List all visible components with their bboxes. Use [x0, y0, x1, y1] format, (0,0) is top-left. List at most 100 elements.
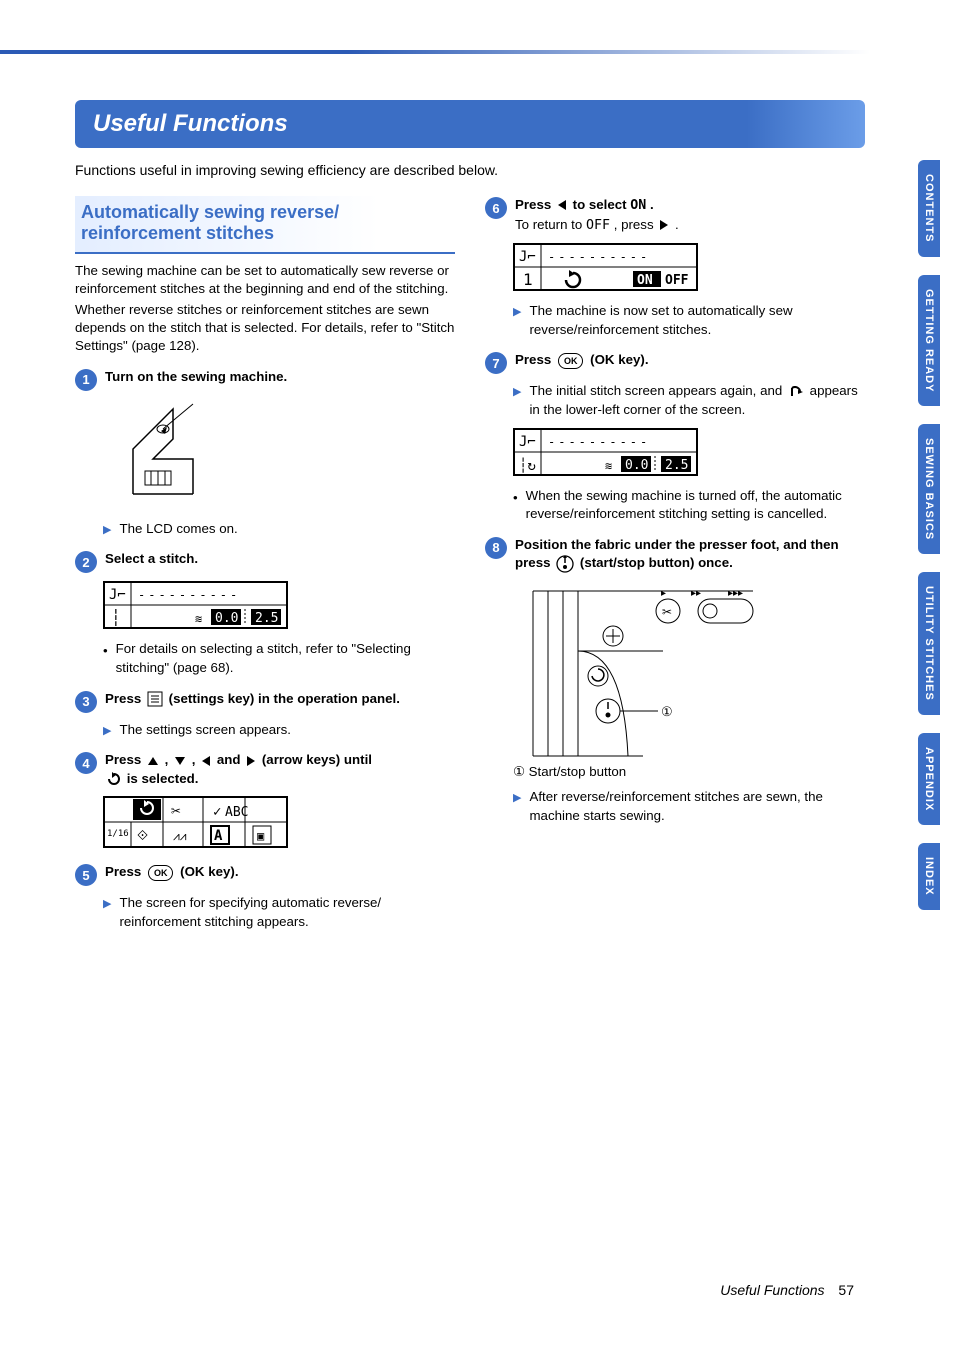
subsection-para1: The sewing machine can be set to automat… — [75, 262, 455, 299]
svg-text:2.5: 2.5 — [255, 611, 278, 626]
svg-text:┆↻: ┆↻ — [519, 457, 536, 474]
step-4-lcd: ✂ ✓ ABC 1/16 ⟐ ⩘⩘ A ▣ — [103, 796, 455, 851]
step-4-head: Press , , and (arrow keys) until is sele… — [105, 751, 455, 788]
step-7-post: (OK key). — [590, 352, 648, 367]
step-4: 4 Press , , and (arrow keys) until is se… — [75, 751, 455, 788]
svg-text:----------: ---------- — [548, 250, 650, 264]
step-2-note-text: For details on selecting a stitch, refer… — [116, 640, 455, 677]
step-4-pre: Press — [105, 752, 145, 767]
arrow-down-icon — [174, 756, 186, 766]
svg-text:1: 1 — [523, 270, 533, 289]
svg-text:▣: ▣ — [257, 829, 264, 843]
step-6-lcd: J⌐ ---------- 1 ON OFF — [513, 243, 865, 294]
step-8-post: (start/stop button) once. — [580, 555, 733, 570]
svg-text:ABC: ABC — [225, 805, 248, 820]
step-6: 6 Press to select ON . To return to OFF … — [485, 196, 865, 235]
step-3-pre: Press — [105, 691, 145, 706]
svg-text:ON: ON — [637, 273, 653, 288]
step-3-result: ▶ The settings screen appears. — [103, 721, 455, 740]
step-8-result: ▶ After reverse/reinforcement stitches a… — [513, 788, 865, 825]
arrow-left-icon — [201, 755, 211, 767]
step-6-pre: Press — [515, 197, 555, 212]
step-6-sub-post: . — [675, 217, 679, 232]
arrow-right-icon — [246, 755, 256, 767]
step-3-post: (settings key) in the operation panel. — [169, 691, 400, 706]
triangle-icon: ▶ — [513, 385, 521, 419]
intro-text: Functions useful in improving sewing eff… — [75, 162, 865, 178]
subsection-body: The sewing machine can be set to automat… — [75, 262, 455, 356]
step-6-post: . — [650, 197, 654, 212]
step-number-7: 7 — [485, 352, 507, 374]
tab-index[interactable]: INDEX — [918, 843, 940, 910]
tab-sewing-basics[interactable]: SEWING BASICS — [918, 424, 940, 554]
svg-text:A: A — [214, 828, 223, 844]
settings-key-icon — [147, 691, 163, 707]
subsection-heading: Automatically sewing reverse/ reinforcem… — [75, 196, 455, 254]
callout-num: ① — [513, 764, 525, 779]
svg-text:┆: ┆ — [111, 608, 121, 627]
ok-key-icon: OK — [558, 353, 584, 370]
step-5-pre: Press — [105, 864, 145, 879]
step-7-head: Press OK (OK key). — [515, 351, 865, 370]
tab-appendix[interactable]: APPENDIX — [918, 733, 940, 825]
step-number-1: 1 — [75, 369, 97, 391]
tab-getting-ready[interactable]: GETTING READY — [918, 275, 940, 406]
svg-text:✂: ✂ — [171, 801, 181, 820]
subsection-line2: reinforcement stitches — [81, 223, 274, 243]
svg-text:①: ① — [661, 704, 673, 719]
step-8-result-text: After reverse/reinforcement stitches are… — [529, 788, 865, 825]
reverse-stitch-icon — [107, 772, 121, 786]
arrow-right-icon — [659, 219, 669, 231]
arrow-up-icon — [147, 756, 159, 766]
svg-text:✓: ✓ — [213, 804, 221, 820]
tab-contents[interactable]: CONTENTS — [918, 160, 940, 257]
left-column: Automatically sewing reverse/ reinforcem… — [75, 196, 455, 932]
columns: Automatically sewing reverse/ reinforcem… — [75, 196, 865, 932]
svg-text:J⌐: J⌐ — [519, 434, 536, 450]
step-7-result-text: The initial stitch screen appears again,… — [529, 382, 865, 419]
step-7-result-pre: The initial stitch screen appears again,… — [529, 383, 786, 398]
svg-text:J⌐: J⌐ — [109, 587, 126, 603]
step-number-4: 4 — [75, 752, 97, 774]
subsection-line1: Automatically sewing reverse/ — [81, 202, 339, 222]
svg-text:✂: ✂ — [662, 605, 672, 619]
triangle-icon: ▶ — [103, 897, 111, 931]
step-6-result-text: The machine is now set to automatically … — [529, 302, 865, 339]
off-label-inline: OFF — [586, 218, 610, 233]
step-number-6: 6 — [485, 197, 507, 219]
tab-utility-stitches[interactable]: UTILITY STITCHES — [918, 572, 940, 715]
step-5: 5 Press OK (OK key). — [75, 863, 455, 886]
step-4-end: is selected. — [127, 771, 199, 786]
step-3: 3 Press (settings key) in the operation … — [75, 690, 455, 713]
subsection-para2: Whether reverse stitches or reinforcemen… — [75, 301, 455, 356]
svg-text:⟐: ⟐ — [137, 828, 148, 844]
svg-text:OFF: OFF — [665, 273, 689, 288]
step-number-2: 2 — [75, 551, 97, 573]
step-number-8: 8 — [485, 537, 507, 559]
step-8-callout: ① Start/stop button — [513, 764, 865, 780]
callout-label: Start/stop button — [529, 764, 627, 779]
step-8: 8 Position the fabric under the presser … — [485, 536, 865, 573]
top-accent-bar — [0, 50, 870, 54]
svg-text:1/16: 1/16 — [107, 829, 129, 839]
step-7: 7 Press OK (OK key). — [485, 351, 865, 374]
step-2: 2 Select a stitch. — [75, 550, 455, 573]
svg-text:≋: ≋ — [605, 459, 612, 473]
triangle-icon: ▶ — [513, 305, 521, 339]
on-label-inline: ON — [630, 198, 646, 213]
svg-text:▸▸▸: ▸▸▸ — [728, 588, 743, 599]
page-content: Useful Functions Functions useful in imp… — [75, 100, 865, 932]
page-footer: Useful Functions 57 — [0, 1282, 954, 1298]
step-7-lcd: J⌐ ---------- ┆↻ ≋ 0.0 2.5 — [513, 428, 865, 479]
step-7-result: ▶ The initial stitch screen appears agai… — [513, 382, 865, 419]
step-2-note: • For details on selecting a stitch, ref… — [103, 640, 455, 677]
svg-text:J⌐: J⌐ — [519, 249, 536, 265]
svg-text:≋: ≋ — [195, 612, 202, 626]
step-6-sub-mid: , press — [614, 217, 658, 232]
bullet-icon: • — [513, 489, 518, 524]
footer-title: Useful Functions — [720, 1282, 824, 1298]
step-5-post: (OK key). — [180, 864, 238, 879]
triangle-icon: ▶ — [513, 791, 521, 825]
step-6-result: ▶ The machine is now set to automaticall… — [513, 302, 865, 339]
svg-text:▸: ▸ — [661, 588, 666, 599]
